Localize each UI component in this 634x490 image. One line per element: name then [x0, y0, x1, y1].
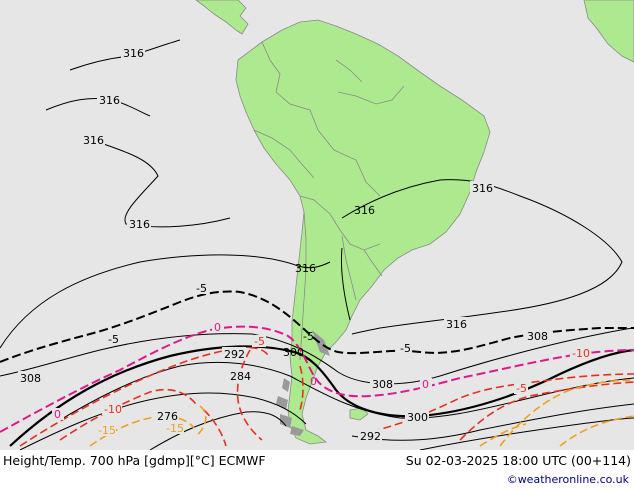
height-labels: 316 316 316 316 316 316 316 316 308 308 …: [18, 46, 549, 443]
height-label: 308: [372, 378, 393, 391]
temp-label: -5: [400, 342, 411, 355]
temp-label: -10: [572, 347, 590, 360]
height-label: 316: [129, 218, 150, 231]
height-label: 292: [360, 430, 381, 443]
height-label: 316: [83, 134, 104, 147]
temp-label: -5: [254, 335, 265, 348]
credit-link[interactable]: ©weatheronline.co.uk: [506, 473, 629, 486]
temp-label: -5: [516, 382, 527, 395]
chilean-islands: [276, 330, 330, 436]
africa-landmass: [583, 0, 634, 63]
temp-label: -5: [108, 333, 119, 346]
height-label: 292: [224, 348, 245, 361]
height-label: 308: [20, 372, 41, 385]
temp-label: 0: [54, 408, 61, 421]
height-label: 308: [527, 330, 548, 343]
height-contours: [0, 39, 634, 450]
temp-label: -10: [104, 403, 122, 416]
temp-label: -5: [196, 282, 207, 295]
height-label: 284: [230, 370, 251, 383]
height-label: 316: [472, 182, 493, 195]
height-label: 316: [354, 204, 375, 217]
map-footer: Height/Temp. 700 hPa [gdmp][°C] ECMWF Su…: [0, 450, 634, 490]
map-canvas: 316 316 316 316 316 316 316 316 308 308 …: [0, 0, 634, 450]
height-label: 300: [407, 411, 428, 424]
height-label: 316: [123, 47, 144, 60]
temp-label: 0: [214, 321, 221, 334]
height-label: 300: [283, 346, 304, 359]
temp-label: 0: [310, 375, 317, 388]
country-borders: [253, 41, 405, 361]
central-america-landmass: [195, 0, 249, 35]
temp-label: -5: [303, 330, 314, 343]
temperature-labels: -5 -5 -5 -5 0 0 0 0 -5 -5 -10 -10 -15 -1…: [52, 282, 590, 437]
height-label: 316: [295, 262, 316, 275]
height-label: 316: [99, 94, 120, 107]
height-label: 316: [446, 318, 467, 331]
weather-map: 316 316 316 316 316 316 316 316 308 308 …: [0, 0, 634, 450]
height-label: 276: [157, 410, 178, 423]
height-contour-300: [9, 345, 634, 447]
south-america-landmass: [235, 19, 491, 445]
temp-label: 0: [422, 378, 429, 391]
temp-label: -15: [166, 422, 184, 435]
temp-label: -15: [98, 424, 116, 437]
valid-time: Su 02-03-2025 18:00 UTC (00+114): [405, 453, 631, 468]
map-title: Height/Temp. 700 hPa [gdmp][°C] ECMWF: [3, 453, 266, 468]
isotherm-zero: [0, 325, 634, 433]
